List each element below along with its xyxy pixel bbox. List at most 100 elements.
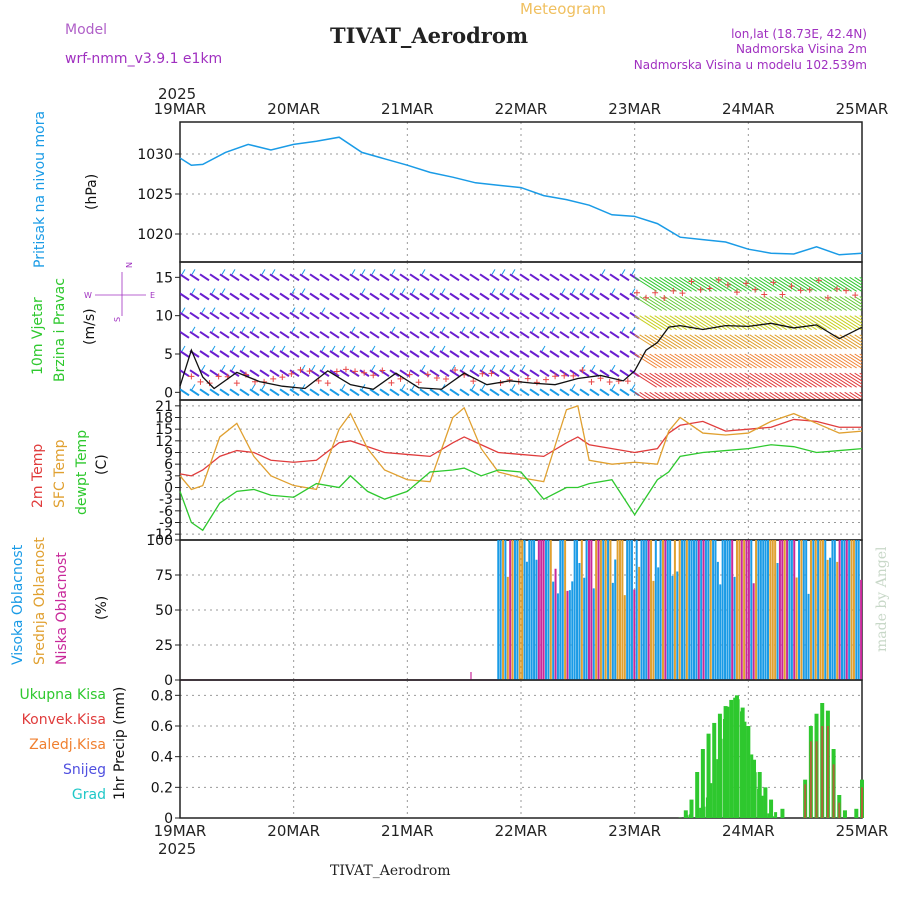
wind-barb-flag (631, 288, 636, 294)
wind-barb (829, 353, 852, 369)
wind-barb (654, 353, 677, 369)
wind-barb (409, 369, 420, 377)
wind-barb (429, 331, 440, 339)
wind-barb (180, 292, 190, 301)
wind-barb (529, 273, 540, 282)
dewpoint-line (179, 444, 863, 532)
wind-barb (784, 353, 807, 369)
wind-barb (739, 334, 762, 350)
wind-barb (579, 388, 590, 397)
total-precip-bar (854, 808, 859, 818)
conv-precip-bar (838, 802, 841, 818)
wind-barb (219, 350, 230, 358)
wind-barb (644, 315, 667, 331)
wind-barb (409, 388, 420, 397)
temp2m-line (179, 418, 862, 477)
wind-barb (849, 372, 862, 382)
conv-precip-bar (832, 764, 835, 818)
wind-barb (774, 334, 797, 350)
wind-barb (259, 273, 270, 282)
wind-barb (209, 292, 220, 301)
wind-barb (764, 353, 787, 369)
y-tick-label: -3 (159, 492, 173, 508)
panel-frame (179, 399, 863, 541)
wind-barb (529, 369, 540, 377)
wind-barb-flag (191, 288, 196, 294)
wind-barb (249, 311, 260, 320)
wind-barb (209, 331, 220, 339)
wind-barb-flag (401, 384, 406, 390)
gust-marker (270, 375, 277, 382)
wind-barb-flag (361, 288, 366, 294)
wind-barb (369, 388, 380, 397)
meteogram-label: Meteogram (520, 0, 606, 18)
wind-barb (749, 372, 772, 388)
total-precip-bar (706, 733, 711, 818)
wind-barb (694, 353, 717, 369)
wind-title-1: 10m Vjetar (30, 297, 46, 375)
wind-barb-flag (431, 288, 436, 294)
wind-barb-flag (181, 307, 186, 313)
total-precip-bar (717, 713, 722, 818)
wind-barb (684, 334, 707, 350)
wind-barb (409, 273, 420, 282)
wind-barb-flag (391, 269, 396, 275)
wind-barb (189, 331, 200, 339)
wind-barb (769, 296, 792, 311)
wind-barb-flag (421, 364, 426, 371)
gust-marker (379, 367, 386, 374)
wind-barb (409, 350, 420, 358)
gust-marker (561, 372, 568, 379)
legend-total-rain: Ukupna Kisa (19, 687, 106, 703)
wind-barb (389, 292, 400, 301)
wind-barb (709, 276, 732, 292)
wind-barb (754, 315, 777, 331)
wind-barb (459, 388, 470, 397)
wind-barb (269, 311, 280, 320)
cloud-ylabel: (%) (94, 596, 110, 620)
wind-barb (259, 331, 270, 339)
wind-barb (609, 273, 620, 282)
wind-barb (429, 311, 440, 320)
wind-barb (679, 276, 702, 292)
y-tick-label: 75 (155, 568, 173, 584)
dewpt-title: dewpt Temp (74, 430, 90, 515)
wind-barb (429, 292, 440, 301)
wind-barb (429, 350, 440, 358)
wind-barb-flag (551, 326, 556, 333)
wind-barb-flag (301, 288, 306, 294)
gust-marker (770, 279, 777, 286)
wind-barb-flag (511, 269, 516, 275)
wind-barb (794, 315, 817, 331)
wind-barb (289, 292, 300, 301)
bottom-date-tick-label: 23MAR (608, 822, 661, 840)
y-tick-label: -9 (159, 516, 173, 532)
wind-barb (754, 353, 777, 369)
wind-barb (349, 311, 360, 320)
top-date-axis: 19MAR 20MAR 21MAR 22MAR 23MAR 24MAR 25MAR (154, 100, 889, 118)
gust-marker (633, 289, 640, 296)
wind-barb (309, 273, 320, 282)
wind-barb (339, 388, 350, 397)
low-cloud-title: Niska Oblacnost (54, 552, 70, 665)
wind-barb (359, 273, 370, 282)
wind-barb (779, 276, 802, 292)
wind-barb (549, 350, 560, 358)
wind-barb (579, 273, 590, 282)
wind-barb-flag (381, 307, 386, 313)
total-precip-bar (695, 772, 700, 818)
wind-barb (804, 296, 827, 311)
wind-barb (189, 273, 200, 282)
wind-barb (299, 331, 310, 339)
wind-barb (449, 388, 460, 397)
wind-barb-flag (631, 326, 636, 333)
wind-barb (769, 334, 792, 350)
wind-barb (764, 276, 787, 292)
wind-barb (839, 353, 862, 369)
wind-barb (694, 334, 717, 350)
wind-barb (854, 296, 862, 302)
wind-barb (849, 315, 862, 325)
wind-speed-line (179, 322, 863, 390)
wind-barb (654, 315, 677, 331)
wind-barb (704, 334, 727, 350)
